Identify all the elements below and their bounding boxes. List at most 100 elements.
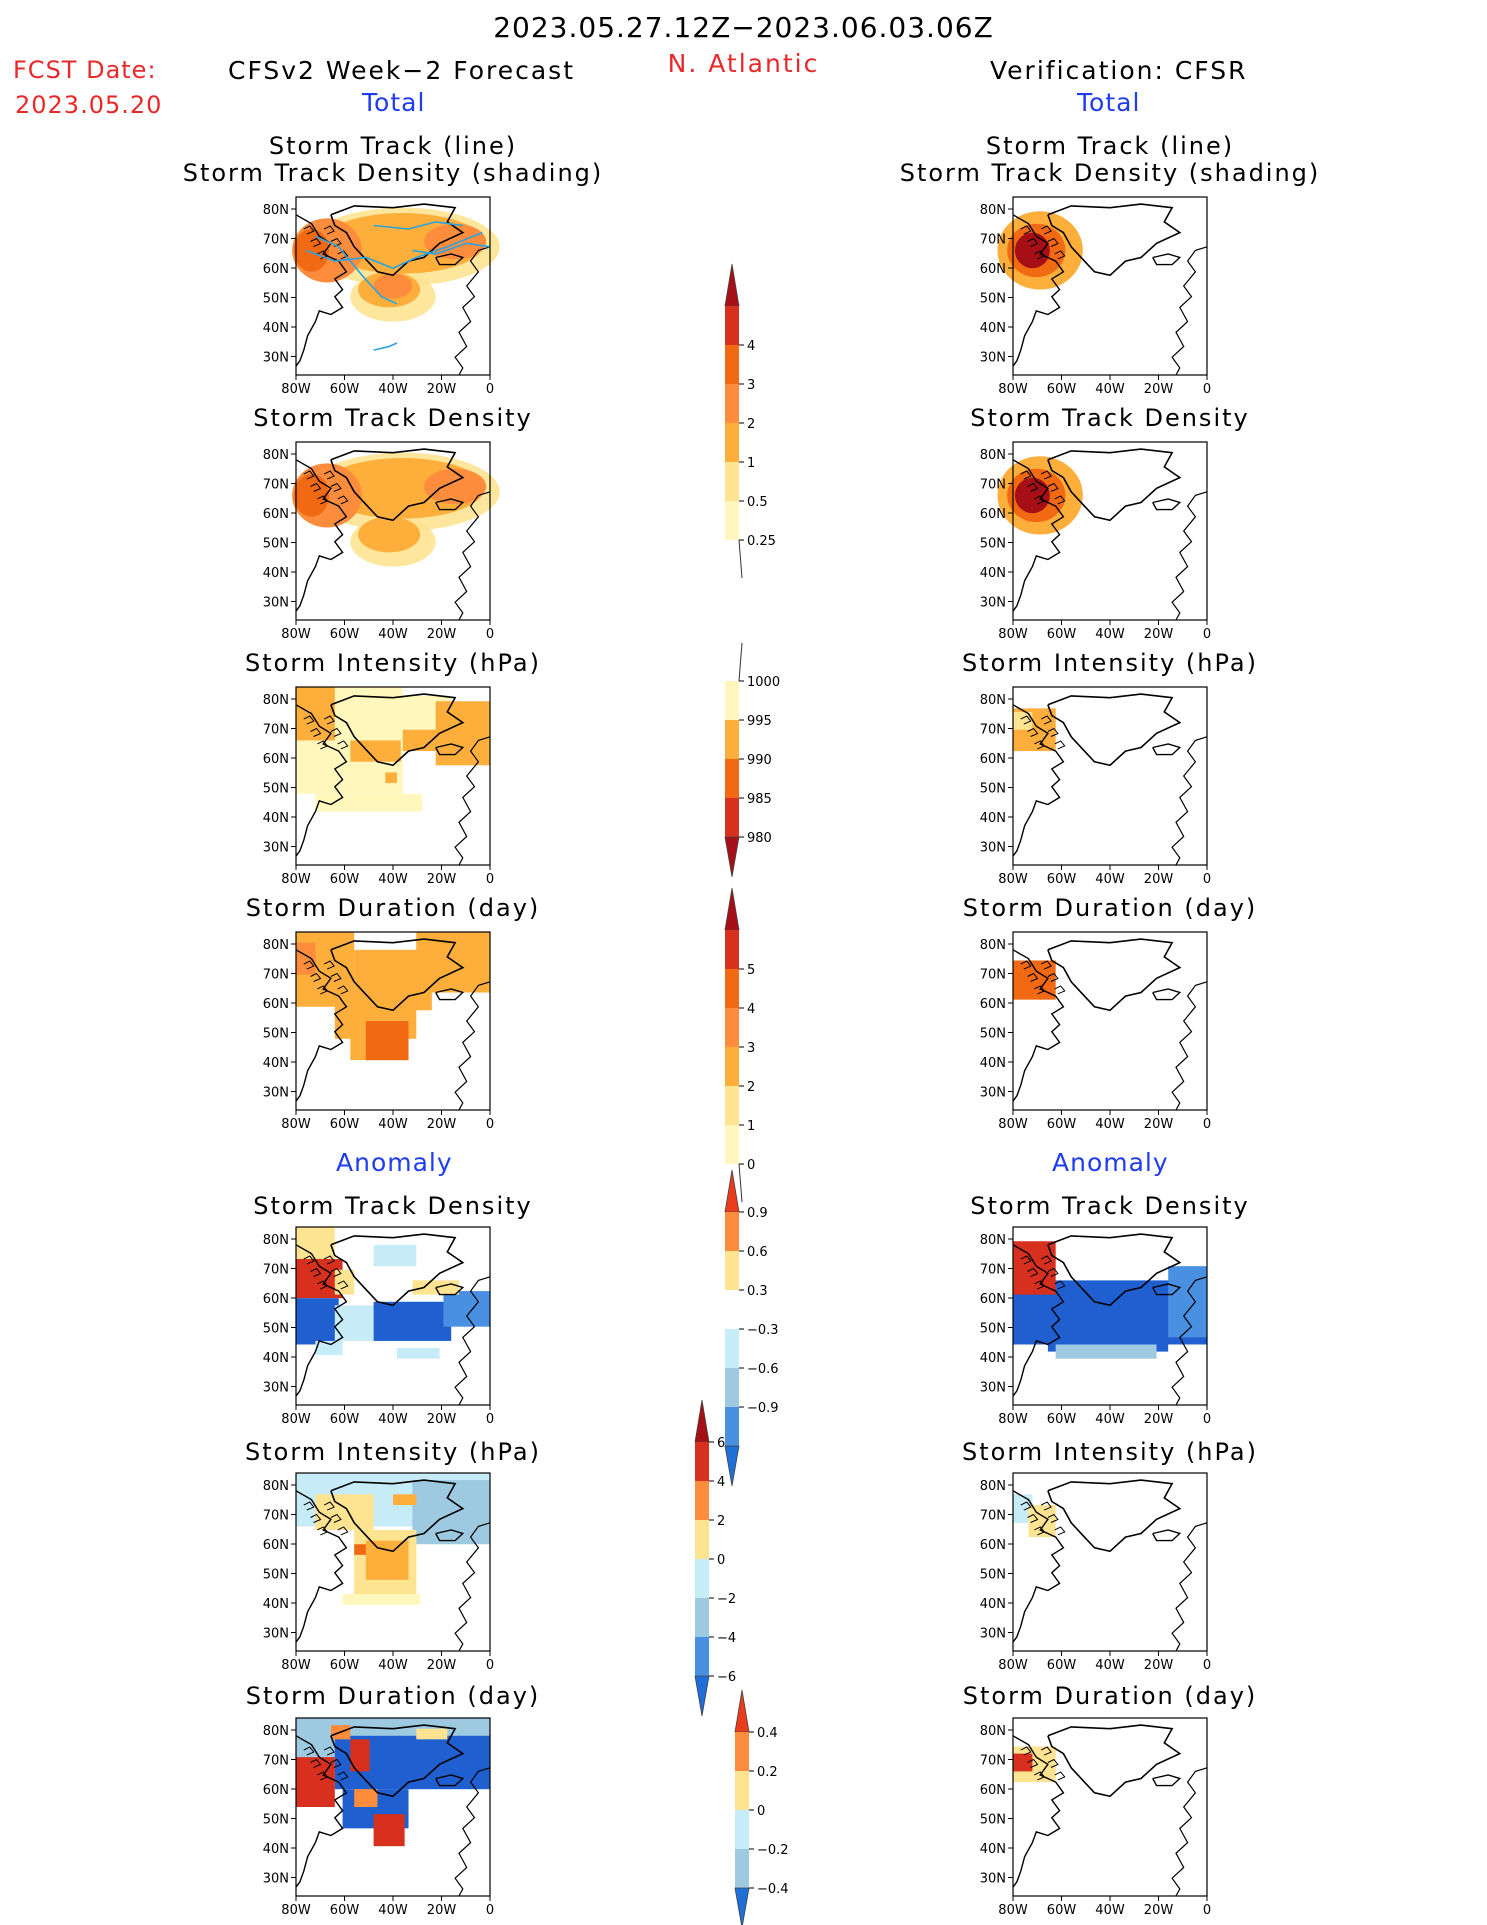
map-fc-anom-intensity-lon-label: 0	[486, 1658, 494, 1673]
colorbar-duration-label: 3	[747, 1041, 755, 1056]
map-fc-intensity-lat-label: 30N	[263, 841, 289, 856]
colorbar-duration-label: 4	[747, 1002, 755, 1017]
map-fc-density-iceland-coast	[435, 498, 465, 511]
map-fc-anom-density-cell	[315, 1340, 343, 1356]
map-obs-density-island	[1034, 495, 1046, 505]
map-obs-duration-europe-coast	[1171, 981, 1208, 1111]
map-fc-anom-duration-lat-label: 70N	[263, 1754, 289, 1769]
colorbar-anom-density-box	[725, 1290, 739, 1329]
map-obs-anom-intensity-lon-label: 60W	[1047, 1658, 1077, 1673]
map-obs-anom-intensity-island	[1034, 1526, 1046, 1536]
panel-title-anom-density-left: Storm Track Density	[253, 1192, 533, 1220]
map-obs-intensity-canada-coast	[1012, 704, 1065, 857]
map-obs-duration-island	[1034, 985, 1046, 995]
map-fc-density-lat-label: 60N	[263, 507, 289, 522]
map-obs-track-island	[1027, 237, 1039, 247]
map-obs-duration-lon-label: 0	[1203, 1117, 1211, 1132]
colorbar-intensity-label: 985	[747, 792, 772, 807]
colorbar-anom-density-box	[725, 1368, 739, 1407]
map-obs-intensity-iceland-coast	[1152, 743, 1182, 756]
map-fc-anom-duration-lat-label: 80N	[263, 1724, 289, 1739]
map-fc-track-lat-label: 30N	[263, 351, 289, 366]
map-obs-track-lat-label: 50N	[980, 292, 1006, 307]
map-fc-track-track-line	[305, 231, 483, 270]
map-fc-anom-density-greenland-coast	[330, 1233, 465, 1307]
map-obs-anom-intensity-cell	[1028, 1505, 1056, 1538]
map-fc-duration-lat-label: 80N	[263, 938, 289, 953]
map-obs-density-lat-label: 50N	[980, 537, 1006, 552]
colorbar-anom-density-label: 0.9	[747, 1206, 768, 1221]
map-obs-anom-density-island	[1020, 1255, 1032, 1265]
map-fc-density-island	[303, 470, 315, 480]
map-fc-anom-density-island	[310, 1267, 322, 1277]
map-fc-intensity-lon-label: 40W	[378, 872, 408, 887]
map-obs-duration: 80N 70N 60N 50N 40N 30N 80W 60W 40W 20W 0	[980, 931, 1211, 1132]
colorbar-anom-duration-label: 0.2	[757, 1765, 778, 1780]
map-obs-anom-duration-island	[1040, 1746, 1052, 1756]
map-fc-anom-duration-lon-label: 40W	[378, 1903, 408, 1918]
colorbar-anom-intensity-label: 0	[717, 1553, 725, 1568]
map-fc-duration-island	[303, 960, 315, 970]
map-obs-anom-duration-cell	[1013, 1753, 1033, 1772]
map-fc-intensity-cell	[315, 793, 423, 812]
verification-column-title: Verification: CFSR	[990, 56, 1248, 85]
colorbar-anom-duration-label: −0.2	[757, 1843, 789, 1858]
map-obs-anom-intensity-iceland-coast	[1152, 1529, 1182, 1542]
map-obs-intensity-island	[1047, 727, 1059, 737]
colorbar-anom-duration-label: 0.4	[757, 1726, 778, 1741]
map-fc-anom-duration-lon-label: 0	[486, 1903, 494, 1918]
map-obs-track-lat-label: 40N	[980, 321, 1006, 336]
map-obs-anom-density-island	[1047, 1267, 1059, 1277]
map-obs-density-lat-label: 80N	[980, 448, 1006, 463]
map-fc-duration-island	[337, 985, 349, 995]
map-fc-duration-cell	[365, 1021, 409, 1061]
map-obs-anom-intensity-canada-coast	[1012, 1490, 1065, 1643]
map-fc-density-shade	[424, 468, 487, 505]
map-fc-intensity-lon-label: 80W	[281, 872, 311, 887]
colorbar-density-top-arrow	[724, 263, 740, 307]
map-fc-intensity-island	[323, 715, 335, 725]
map-fc-anom-intensity-island	[323, 1501, 335, 1511]
map-fc-anom-intensity-island	[337, 1526, 349, 1536]
map-obs-intensity-island	[1054, 740, 1066, 750]
map-obs-intensity-lon-label: 60W	[1047, 872, 1077, 887]
map-obs-anom-duration-lat-label: 80N	[980, 1724, 1006, 1739]
map-obs-track-greenland-coast	[1047, 203, 1182, 277]
map-obs-anom-intensity-lon-label: 80W	[998, 1658, 1028, 1673]
map-fc-duration-lon-label: 60W	[330, 1117, 360, 1132]
map-obs-intensity-island	[1040, 715, 1052, 725]
map-obs-intensity: 80N 70N 60N 50N 40N 30N 80W 60W 40W 20W 0	[980, 686, 1211, 887]
map-fc-density-island	[317, 495, 329, 505]
map-obs-intensity-lon-label: 0	[1203, 872, 1211, 887]
colorbar-anom-density-box	[725, 1251, 739, 1290]
map-fc-anom-intensity-cell	[393, 1494, 417, 1506]
map-obs-anom-density-europe-coast	[1171, 1276, 1208, 1406]
map-obs-duration-lat-label: 70N	[980, 968, 1006, 983]
map-fc-intensity-island	[337, 740, 349, 750]
colorbar-density-box	[725, 423, 739, 462]
map-fc-anom-intensity-lat-label: 70N	[263, 1509, 289, 1524]
colorbar-anom-intensity-label: 4	[717, 1475, 725, 1490]
map-obs-duration-lat-label: 30N	[980, 1086, 1006, 1101]
colorbar-anom-intensity-box	[695, 1637, 709, 1676]
map-fc-track-track-line	[373, 342, 398, 351]
map-obs-intensity-lat-label: 40N	[980, 811, 1006, 826]
map-fc-anom-duration-cell	[296, 1757, 335, 1807]
panel-title-anom-intensity-left: Storm Intensity (hPa)	[245, 1438, 541, 1466]
map-obs-density-lat-label: 60N	[980, 507, 1006, 522]
map-fc-density-island	[310, 482, 322, 492]
map-fc-anom-duration-island	[317, 1771, 329, 1781]
panel-title-track-line-left: Storm Track (line)	[268, 132, 518, 160]
colorbar-anom-density-label: −0.3	[747, 1323, 779, 1338]
map-fc-anom-density-lon-label: 80W	[281, 1412, 311, 1427]
map-fc-anom-density-cell	[296, 1227, 335, 1260]
map-obs-anom-duration-lon-label: 80W	[998, 1903, 1028, 1918]
colorbar-duration-box	[725, 1125, 739, 1164]
map-fc-track-track-line	[373, 221, 463, 230]
panel-title-intensity-left: Storm Intensity (hPa)	[245, 649, 541, 677]
map-fc-track-track-line	[315, 235, 398, 305]
map-fc-duration-lat-label: 70N	[263, 968, 289, 983]
map-fc-density-lon-label: 80W	[281, 627, 311, 642]
map-fc-track-island	[303, 225, 315, 235]
map-obs-track-island	[1020, 225, 1032, 235]
